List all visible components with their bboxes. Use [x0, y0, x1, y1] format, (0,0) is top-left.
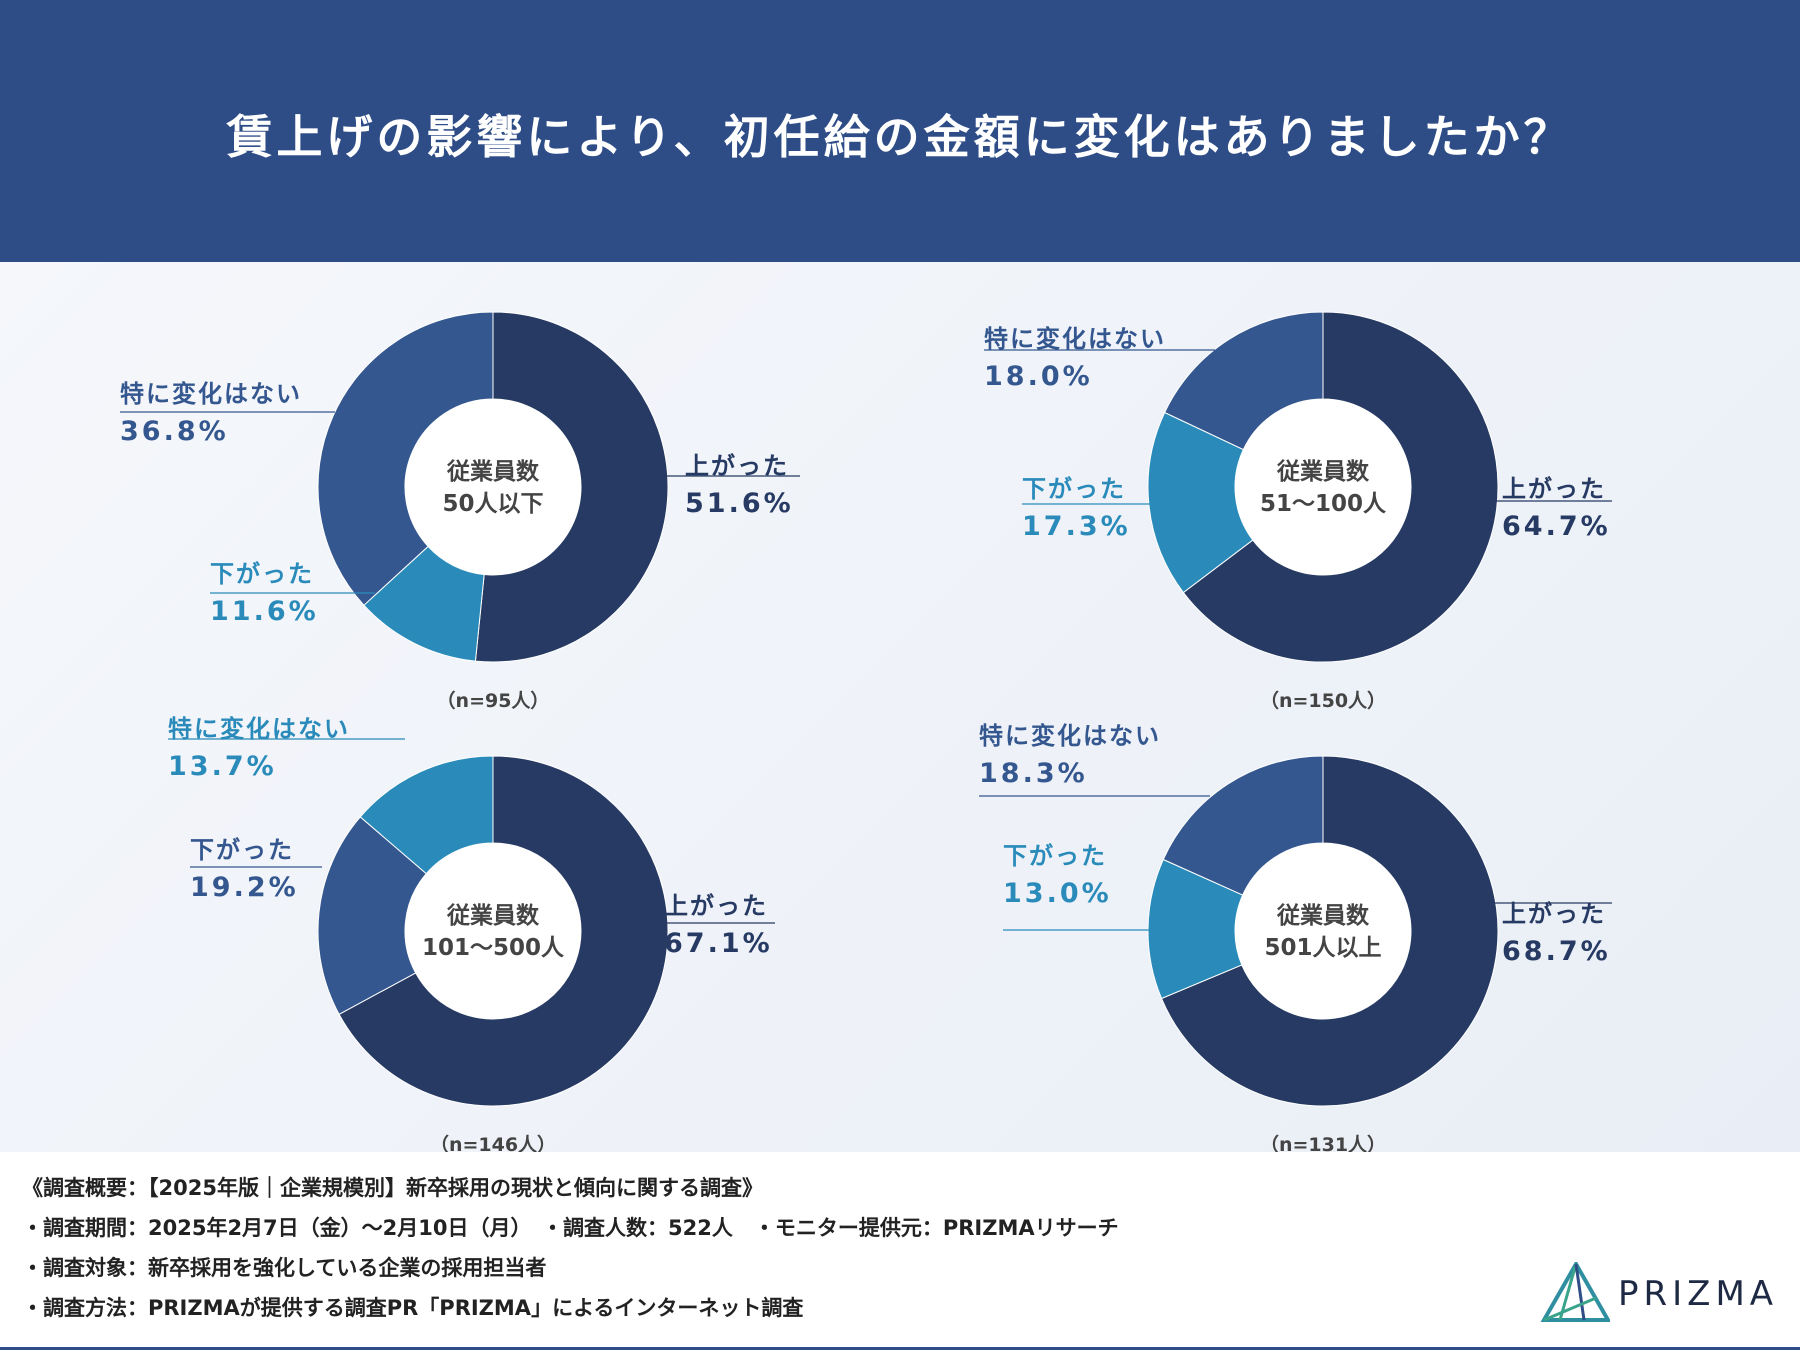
page-title: 賃上げの影響により、初任給の金額に変化はありましたか？ — [226, 110, 1574, 164]
slice-value-label: 11.6% — [210, 596, 319, 627]
chart-area: 従業員数 50人以下 （n=95人） 上がった 51.6% 下がった 11.6% 特に変化はな… — [0, 262, 1800, 1152]
slice-category-label: 上がった — [1502, 475, 1606, 503]
slice-value-label: 13.0% — [1003, 878, 1112, 909]
donut-hole — [1235, 399, 1411, 575]
footer-line-target: ・調査対象：新卒採用を強化している企業の採用担当者 — [22, 1256, 547, 1280]
prizma-mark-icon — [1540, 1262, 1610, 1322]
donut-charts: 従業員数 50人以下 （n=95人） 上がった 51.6% 下がった 11.6% 特に変化はな… — [120, 311, 1612, 1152]
slice-category-label: 特に変化はない — [979, 722, 1161, 750]
header-banner: 賃上げの影響により、初任給の金額に変化はありましたか？ — [0, 0, 1800, 262]
slice-value-label: 36.8% — [120, 416, 229, 447]
slice-category-label: 上がった — [664, 892, 768, 920]
donut-center-label: 従業員数 — [446, 902, 540, 929]
sample-size-label: （n=131人） — [1260, 1133, 1386, 1152]
donut-center-label: 101〜500人 — [422, 935, 565, 961]
brand-name: PRIZMA — [1618, 1274, 1779, 1314]
donut-center-label: 501人以上 — [1264, 935, 1381, 961]
donut-hole — [405, 399, 581, 575]
survey-footer: 《調査概要：【2025年版｜企業規模別】新卒採用の現状と傾向に関する調査》 ・調… — [0, 1152, 1800, 1350]
slice-value-label: 51.6% — [685, 488, 794, 519]
sample-size-label: （n=146人） — [430, 1133, 556, 1152]
donut-center-label: 51〜100人 — [1260, 491, 1387, 517]
donut-hole — [405, 843, 581, 1019]
sample-size-label: （n=95人） — [437, 689, 550, 712]
slice-value-label: 18.3% — [979, 758, 1088, 789]
donut-center-label: 従業員数 — [446, 458, 540, 485]
donut-center-label: 従業員数 — [1276, 902, 1370, 929]
donut-center-label: 従業員数 — [1276, 458, 1370, 485]
slice-value-label: 67.1% — [664, 928, 773, 959]
slice-value-label: 13.7% — [168, 751, 277, 782]
footer-line-method: ・調査方法：PRIZMAが提供する調査PR「PRIZMA」によるインターネット調… — [22, 1296, 804, 1320]
slice-category-label: 特に変化はない — [168, 715, 350, 743]
footer-line-overview: 《調査概要：【2025年版｜企業規模別】新卒採用の現状と傾向に関する調査》 — [22, 1176, 763, 1200]
slice-value-label: 19.2% — [190, 872, 299, 903]
footer-rule — [0, 1347, 1800, 1350]
slice-value-label: 18.0% — [984, 361, 1093, 392]
slice-category-label: 下がった — [190, 836, 294, 864]
prizma-logo: PRIZMA — [1540, 1262, 1780, 1322]
slice-category-label: 下がった — [1022, 475, 1126, 503]
slice-value-label: 17.3% — [1022, 511, 1131, 542]
slice-category-label: 上がった — [1502, 900, 1606, 928]
donut-hole — [1235, 843, 1411, 1019]
slice-value-label: 64.7% — [1502, 511, 1611, 542]
slice-value-label: 68.7% — [1502, 936, 1611, 967]
slice-category-label: 特に変化はない — [984, 325, 1166, 353]
slice-category-label: 下がった — [1003, 842, 1107, 870]
slice-category-label: 特に変化はない — [120, 380, 302, 408]
slice-category-label: 下がった — [210, 560, 314, 588]
sample-size-label: （n=150人） — [1260, 689, 1386, 712]
slice-category-label: 上がった — [685, 452, 789, 480]
donut-center-label: 50人以下 — [442, 491, 543, 517]
footer-line-period: ・調査期間：2025年2月7日（金）〜2月10日（月） ・調査人数：522人 ・… — [22, 1216, 1119, 1240]
